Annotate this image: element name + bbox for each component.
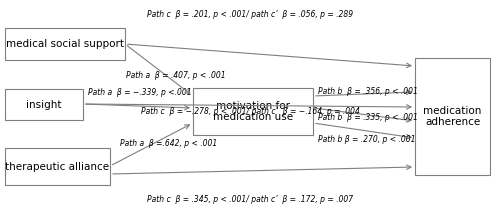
- Text: insight: insight: [26, 99, 62, 110]
- Text: Path c  β = −.278, p < .001/ path c’  β = −.164, p = .004: Path c β = −.278, p < .001/ path c’ β = …: [140, 107, 360, 116]
- FancyBboxPatch shape: [5, 28, 125, 60]
- FancyBboxPatch shape: [415, 58, 490, 175]
- Text: Path b  β = .335, p < .001: Path b β = .335, p < .001: [318, 112, 418, 122]
- Text: Path a  β =.642, p < .001: Path a β =.642, p < .001: [120, 138, 217, 147]
- FancyBboxPatch shape: [5, 148, 110, 185]
- Text: Path a  β = .407, p < .001: Path a β = .407, p < .001: [126, 70, 226, 80]
- Text: motivation for
medication use: motivation for medication use: [213, 101, 293, 122]
- Text: Path b β = .270, p < .001: Path b β = .270, p < .001: [318, 136, 416, 144]
- Text: Path b  β = .356, p < .001: Path b β = .356, p < .001: [318, 87, 418, 96]
- FancyBboxPatch shape: [193, 88, 313, 135]
- Text: Path a  β = −.339, p <.001: Path a β = −.339, p <.001: [88, 88, 192, 96]
- Text: medical social support: medical social support: [6, 39, 124, 49]
- Text: Path c  β = .201, p < .001/ path c’  β = .056, p = .289: Path c β = .201, p < .001/ path c’ β = .…: [147, 9, 353, 19]
- Text: medication
adherence: medication adherence: [424, 106, 482, 127]
- Text: Path c  β = .345, p < .001/ path c’  β = .172, p = .007: Path c β = .345, p < .001/ path c’ β = .…: [147, 195, 353, 205]
- Text: therapeutic alliance: therapeutic alliance: [6, 162, 110, 172]
- FancyBboxPatch shape: [5, 89, 83, 120]
